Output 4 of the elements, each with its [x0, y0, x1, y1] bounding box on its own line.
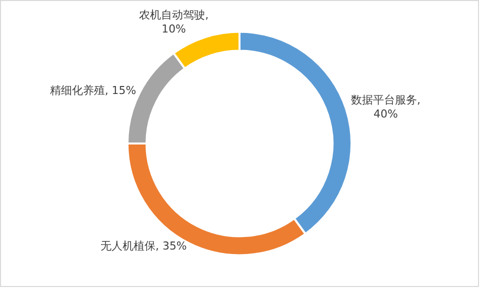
- slice-label: 数据平台服务, 40%: [350, 94, 420, 121]
- slice-label: 无人机植保, 35%: [100, 239, 187, 252]
- slice-label: 农机自动驾驶, 10%: [138, 8, 209, 36]
- slice-label: 精细化养殖, 15%: [50, 84, 136, 97]
